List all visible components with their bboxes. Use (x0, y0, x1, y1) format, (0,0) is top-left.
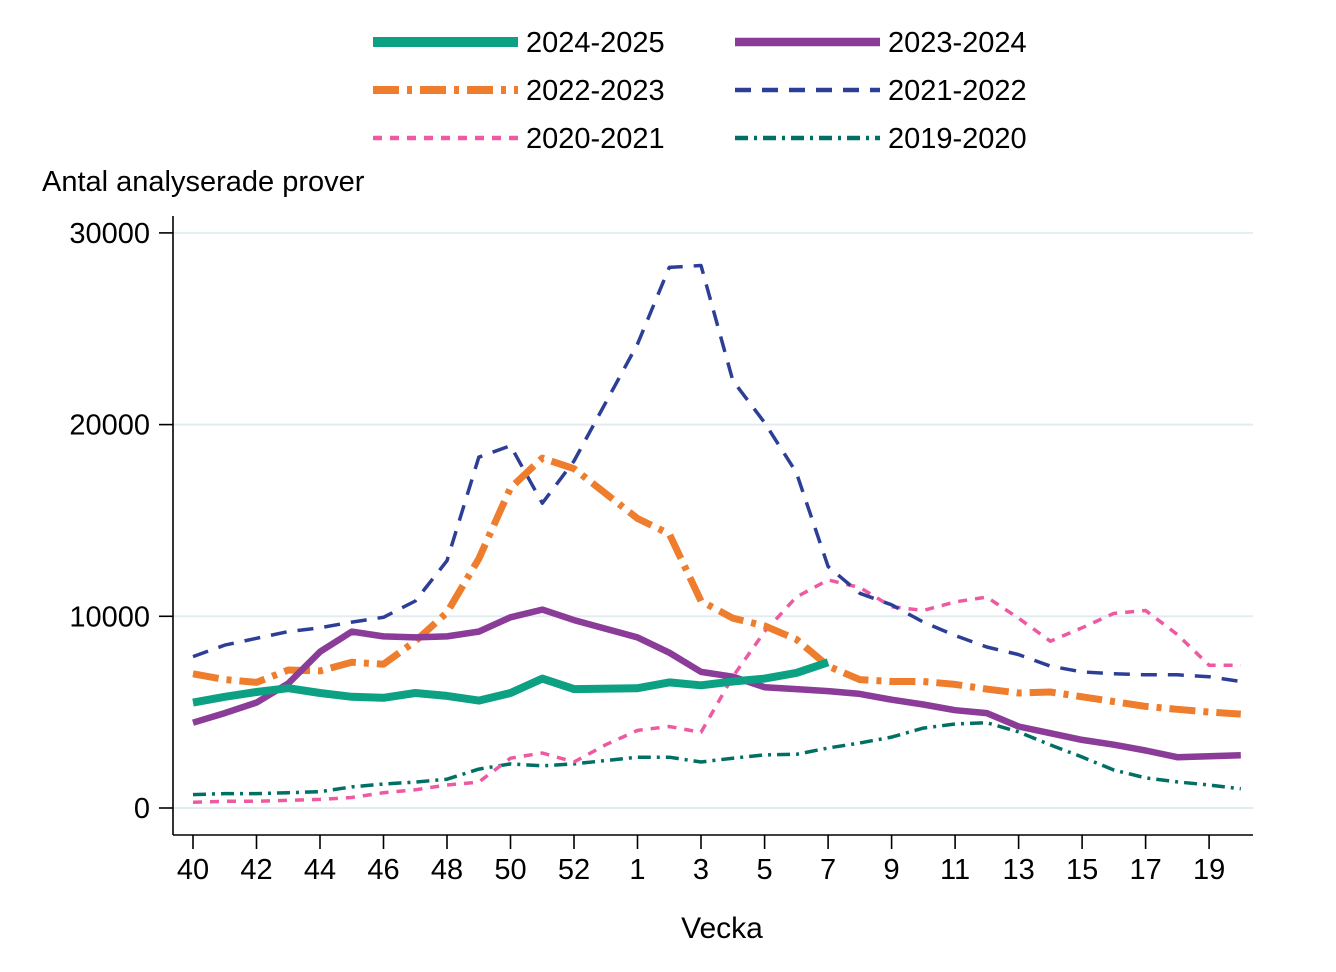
legend-item-2023-2024: 2023-2024 (735, 27, 1027, 59)
series-line-2020-2021 (192, 578, 1241, 804)
series-line-2022-2023 (192, 454, 1242, 718)
legend-item-2024-2025: 2024-2025 (373, 27, 665, 59)
x-tick-label: 15 (1066, 854, 1098, 886)
series-line-2024-2025 (192, 658, 830, 707)
legend-item-2019-2020: 2019-2020 (735, 123, 1027, 155)
x-tick-label: 5 (757, 854, 773, 886)
legend-item-2022-2023: 2022-2023 (373, 75, 665, 107)
x-tick-label: 42 (240, 854, 272, 886)
y-tick-label: 30000 (69, 218, 150, 250)
legend-label-2022-2023: 2022-2023 (526, 75, 665, 107)
legend-label-2023-2024: 2023-2024 (888, 27, 1027, 59)
legend-item-2021-2022: 2021-2022 (735, 75, 1027, 107)
y-tick-label: 0 (134, 793, 150, 825)
x-tick-label: 9 (884, 854, 900, 886)
x-tick-label: 3 (693, 854, 709, 886)
x-tick-label: 44 (304, 854, 336, 886)
y-tick-label: 20000 (69, 410, 150, 442)
x-tick-label: 52 (558, 854, 590, 886)
x-tick-label: 40 (177, 854, 209, 886)
series-line-2019-2020 (192, 720, 1242, 797)
x-tick-label: 7 (820, 854, 836, 886)
x-tick-label: 11 (940, 854, 970, 886)
y-tick-label: 10000 (69, 601, 150, 633)
x-tick-label: 48 (431, 854, 463, 886)
x-tick-label: 46 (367, 854, 399, 886)
legend-item-2020-2021: 2020-2021 (373, 123, 665, 155)
series-line-2021-2022 (192, 263, 1242, 684)
legend-label-2020-2021: 2020-2021 (526, 123, 665, 155)
legend-label-2019-2020: 2019-2020 (888, 123, 1027, 155)
x-tick-label: 19 (1193, 854, 1225, 886)
legend-label-2021-2022: 2021-2022 (888, 75, 1027, 107)
legend-label-2024-2025: 2024-2025 (526, 27, 665, 59)
x-tick-label: 50 (494, 854, 526, 886)
x-tick-label: 1 (629, 854, 645, 886)
series-line-2023-2024 (192, 606, 1241, 761)
x-tick-label: 17 (1129, 854, 1161, 886)
chart-title: Antal analyserade prover (42, 166, 365, 198)
x-tick-label: 13 (1002, 854, 1034, 886)
x-axis-title: Vecka (681, 912, 763, 945)
